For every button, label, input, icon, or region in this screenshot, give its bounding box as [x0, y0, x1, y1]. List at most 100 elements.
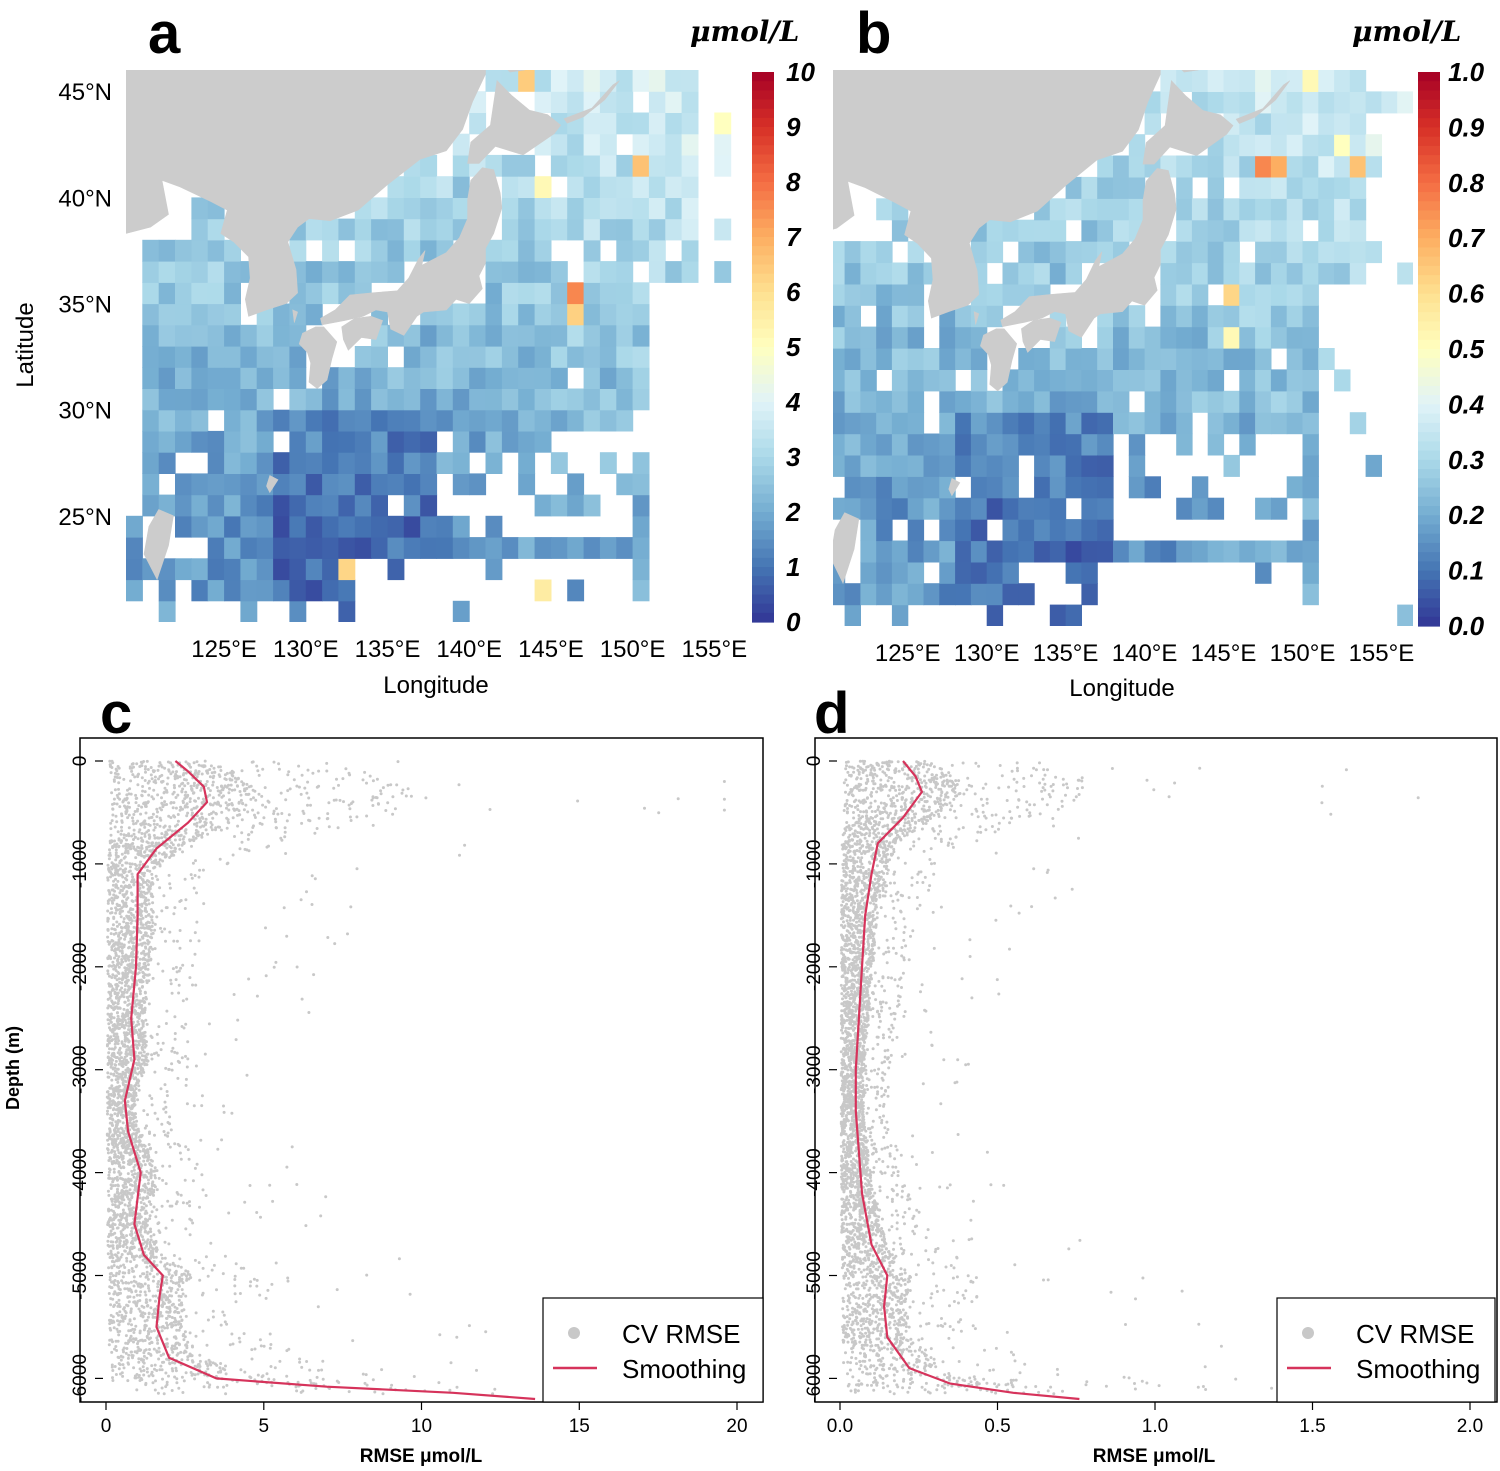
panel-b-grid-cell — [1255, 91, 1272, 114]
panel-c-data-point — [130, 1267, 134, 1270]
panel-c-data-point — [141, 971, 145, 975]
panel-c-data-point — [181, 1292, 185, 1296]
panel-c-data-point — [269, 1365, 273, 1368]
panel-a-colorbar-segment — [752, 383, 774, 394]
panel-c-data-point — [168, 882, 172, 886]
panel-c-data-point — [116, 1330, 120, 1334]
panel-c-data-point — [188, 800, 192, 804]
panel-c-data-point — [168, 1145, 172, 1149]
panel-a-grid-cell — [632, 197, 650, 220]
panel-a-grid-cell — [518, 303, 536, 326]
panel-c-data-point — [110, 1350, 114, 1354]
panel-a-colorbar-segment — [752, 438, 774, 449]
panel-c-data-point — [125, 921, 128, 925]
panel-c-data-point — [131, 1236, 135, 1240]
panel-b-grid-cell — [1144, 476, 1161, 499]
panel-c-data-point — [146, 1315, 150, 1319]
panel-b-colorbar-tick-label: 0.6 — [1448, 279, 1485, 309]
panel-a-grid-cell — [354, 239, 372, 262]
panel-a-grid-cell — [207, 388, 225, 411]
panel-c-data-point — [128, 932, 132, 936]
panel-b-grid-cell — [1302, 561, 1319, 584]
panel-a-grid-cell — [224, 452, 241, 474]
panel-b-grid-cell — [1144, 348, 1161, 370]
panel-c-data-point — [131, 816, 134, 820]
panel-b-grid-cell — [1302, 454, 1319, 477]
panel-a-grid-cell — [681, 70, 699, 92]
panel-b-grid-cell — [1255, 561, 1272, 584]
panel-c-data-point — [122, 1007, 126, 1011]
panel-a-grid-cell — [191, 367, 209, 389]
panel-c-data-point — [144, 811, 148, 815]
panel-c-data-point — [130, 1323, 133, 1327]
panel-c-data-point — [168, 886, 172, 890]
panel-b-land-honshu — [1000, 168, 1177, 338]
panel-b-grid-cell — [1302, 540, 1319, 563]
panel-c-data-point — [201, 1266, 205, 1270]
panel-c-data-point — [242, 1332, 246, 1336]
panel-a-grid-cell — [158, 558, 176, 581]
panel-c-data-point — [186, 781, 190, 785]
panel-a-grid-cell — [501, 303, 519, 326]
panel-a-grid-cell — [501, 261, 519, 283]
panel-b-grid-cell — [1334, 262, 1351, 285]
panel-c-data-point — [286, 773, 290, 777]
panel-b-grid-cell — [939, 454, 956, 477]
panel-c-data-point — [200, 1173, 204, 1177]
panel-a-grid-cell — [224, 367, 241, 389]
panel-a-grid-cell — [550, 388, 568, 411]
panel-b-grid-cell — [1302, 433, 1319, 456]
panel-c-data-point — [212, 766, 216, 770]
panel-a-grid-cell — [567, 176, 585, 198]
panel-c-data-point — [121, 1121, 125, 1125]
panel-b-grid-cell — [923, 348, 940, 370]
panel-c-data-point — [139, 1377, 143, 1380]
panel-c-data-point — [171, 1302, 175, 1306]
panel-a-colorbar-segment — [752, 319, 774, 330]
panel-a-grid-cell — [583, 324, 601, 347]
panel-c-data-point — [115, 769, 119, 773]
panel-c-data-point — [114, 1274, 118, 1278]
panel-c-data-point — [178, 1284, 181, 1288]
panel-a-grid-cell — [191, 324, 209, 347]
panel-c-data-point — [147, 1352, 151, 1355]
panel-c-data-point — [151, 1312, 155, 1316]
panel-c-data-point — [113, 1153, 117, 1156]
panel-c-data-point — [129, 792, 133, 796]
panel-a-grid-cell — [534, 261, 552, 283]
panel-a-grid-cell — [126, 515, 143, 538]
panel-c-data-point — [198, 868, 202, 872]
panel-c-data-point — [215, 1363, 219, 1367]
panel-a-grid-cell — [403, 324, 421, 347]
panel-b-grid-cell — [876, 326, 893, 349]
panel-c-data-point — [156, 1117, 160, 1121]
panel-b-map: b μmol/L 125°E 130°E 135°E 140°E 145°E 150°E 1… — [833, 1, 1486, 702]
panel-c-data-point — [165, 842, 169, 846]
panel-c-data-point — [151, 841, 155, 845]
panel-c-data-point — [163, 766, 167, 770]
panel-b-grid-cell — [891, 561, 909, 584]
panel-a-map: a μmol/L 125°E 130°E 135°E 140°E 145°E 150°E 1… — [12, 1, 815, 699]
panel-b-colorbar-segment — [1418, 238, 1440, 249]
panel-c-data-point — [160, 832, 164, 836]
panel-c-data-point — [195, 821, 199, 825]
panel-b-grid-cell — [1081, 561, 1098, 584]
panel-b-grid-cell — [1286, 112, 1304, 135]
panel-c-data-point — [139, 1290, 143, 1294]
panel-b-grid-cell — [1318, 155, 1335, 178]
panel-b-grid-cell — [1018, 241, 1035, 264]
panel-c-data-point — [165, 782, 169, 786]
panel-c-data-point — [117, 1062, 121, 1066]
panel-b-x-tick-label: 130°E — [954, 640, 1020, 667]
panel-a-colorbar-segment — [752, 172, 774, 183]
panel-b-grid-cell — [1081, 583, 1098, 606]
panel-b-grid-cell — [833, 305, 846, 328]
panel-c-data-point — [206, 786, 210, 790]
panel-a-grid-cell — [420, 218, 438, 241]
panel-a-grid-cell — [681, 261, 699, 283]
panel-c-data-point — [153, 836, 157, 840]
panel-a-grid-cell — [191, 282, 209, 305]
panel-c-data-point — [221, 1272, 225, 1276]
panel-c-data-point — [117, 1333, 121, 1337]
panel-b-grid-cell — [860, 476, 877, 499]
